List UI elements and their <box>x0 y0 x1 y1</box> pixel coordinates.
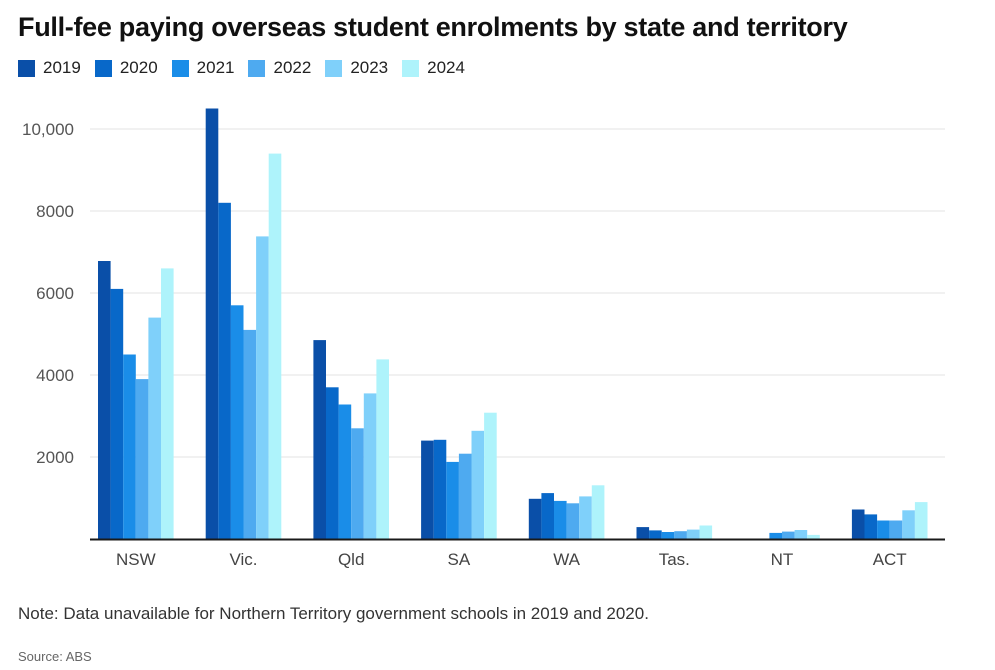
legend-label: 2021 <box>196 58 235 77</box>
x-category-label: ACT <box>873 550 907 569</box>
bar-qld-2022 <box>351 428 364 539</box>
legend-item-2019: 2019 <box>18 58 81 78</box>
y-tick-label: 6000 <box>36 284 74 303</box>
bar-vic-2022 <box>243 329 257 539</box>
bar-nt-2022 <box>782 531 795 539</box>
bar-sa-2020 <box>433 439 447 539</box>
x-category-label: NSW <box>116 550 156 569</box>
bar-sa-2023 <box>471 430 485 539</box>
legend-label: 2023 <box>350 58 389 77</box>
legend-label: 2020 <box>119 58 158 77</box>
bar-tas-2021 <box>661 532 675 539</box>
bar-sa-2024 <box>484 412 497 539</box>
bar-chart: 2000 4000 6000 8000 10,000 NSW Vic. Qld SA WA Tas.… <box>22 108 945 569</box>
bar-tas-2019 <box>636 527 650 539</box>
bar-vic-2024 <box>268 153 282 539</box>
bar-act-2023 <box>902 510 915 539</box>
x-category-label: NT <box>771 550 794 569</box>
bar-qld-2019 <box>313 340 326 539</box>
bar-sa-2019 <box>421 440 434 539</box>
bar-nsw-2022 <box>135 379 149 539</box>
x-category-label: SA <box>448 550 471 569</box>
y-tick-label: 4000 <box>36 366 74 385</box>
bar-sa-2022 <box>458 453 472 539</box>
legend-item-2021: 2021 <box>171 58 235 78</box>
chart-source: Source: ABS <box>18 649 92 664</box>
x-category-label: Qld <box>338 550 364 569</box>
bar-sa-2021 <box>446 461 459 539</box>
bar-wa-2024 <box>591 485 605 539</box>
bar-qld-2020 <box>326 387 339 539</box>
bar-nsw-2019 <box>98 261 111 539</box>
bar-nsw-2021 <box>123 354 136 539</box>
x-category-label: Tas. <box>659 550 690 569</box>
y-tick-label: 8000 <box>36 202 74 221</box>
bar-vic-2021 <box>230 305 244 539</box>
y-tick-label: 10,000 <box>22 120 74 139</box>
legend-label: 2022 <box>273 58 312 77</box>
bar-act-2020 <box>864 514 878 539</box>
y-tick-label: 2000 <box>36 448 74 467</box>
bar-vic-2023 <box>256 236 269 539</box>
bar-act-2022 <box>889 520 903 539</box>
bar-act-2024 <box>914 502 928 539</box>
legend-label: 2019 <box>43 58 81 77</box>
bar-nt-2021 <box>769 532 782 539</box>
bar-tas-2024 <box>699 525 713 539</box>
x-category-label: Vic. <box>229 550 257 569</box>
legend-swatch <box>171 59 189 77</box>
bar-wa-2023 <box>579 496 592 539</box>
legend-swatch <box>18 59 35 77</box>
bar-vic-2020 <box>218 202 231 540</box>
legend-swatch <box>94 59 112 77</box>
bar-qld-2021 <box>338 404 352 539</box>
legend-swatch <box>248 59 266 77</box>
legend-item-2022: 2022 <box>248 58 311 78</box>
legend-label: 2024 <box>427 58 465 77</box>
bar-vic-2019 <box>205 108 219 539</box>
bar-wa-2021 <box>554 500 567 539</box>
legend-swatch <box>325 59 343 77</box>
bar-tas-2022 <box>674 531 687 539</box>
bar-tas-2020 <box>649 530 662 539</box>
bar-wa-2022 <box>566 503 580 539</box>
bar-tas-2023 <box>686 529 700 539</box>
legend-item-2023: 2023 <box>325 58 388 78</box>
chart-title: Full-fee paying overseas student enrolme… <box>18 12 848 42</box>
bar-nsw-2020 <box>110 288 124 539</box>
bar-act-2021 <box>877 520 890 539</box>
bar-qld-2024 <box>376 359 389 539</box>
bar-act-2019 <box>851 509 865 539</box>
x-category-label: WA <box>553 550 580 569</box>
bar-nsw-2024 <box>161 268 174 539</box>
legend-item-2024: 2024 <box>402 58 465 78</box>
bar-nsw-2023 <box>148 317 161 539</box>
bar-wa-2020 <box>541 493 554 539</box>
bar-nt-2023 <box>794 530 808 539</box>
bar-wa-2019 <box>528 498 542 539</box>
chart-note: Note: Data unavailable for Northern Terr… <box>18 604 649 623</box>
bar-qld-2023 <box>363 393 377 539</box>
legend-item-2020: 2020 <box>94 58 158 78</box>
legend-swatch <box>402 59 420 77</box>
bar-nt-2024 <box>807 534 820 539</box>
chart-legend: 2019 2020 2021 2022 2023 2024 <box>18 58 479 78</box>
